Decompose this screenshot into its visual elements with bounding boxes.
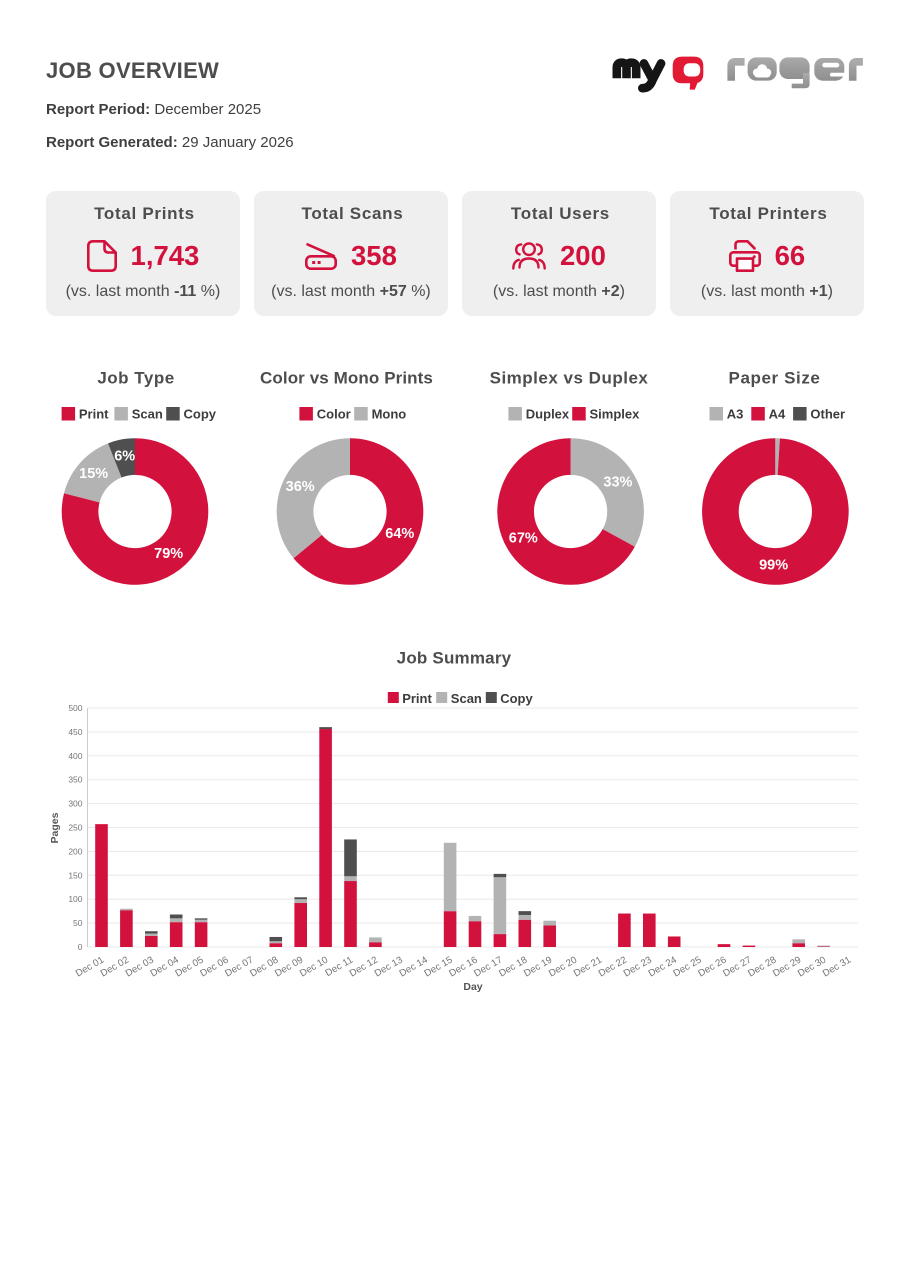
svg-text:0: 0 [78,942,83,952]
svg-text:Job Type: Job Type [97,369,174,388]
svg-text:Job Summary: Job Summary [397,649,512,668]
svg-text:Scan: Scan [132,406,163,421]
svg-text:Scan: Scan [451,691,482,706]
svg-text:Mono: Mono [372,406,407,421]
svg-text:Dec 10: Dec 10 [298,954,331,979]
svg-text:Other: Other [810,406,845,421]
svg-text:99%: 99% [759,558,788,574]
svg-text:15%: 15% [79,466,108,482]
svg-text:150: 150 [68,870,82,880]
svg-text:Print: Print [79,406,109,421]
svg-text:500: 500 [68,703,82,713]
svg-text:67%: 67% [509,531,538,547]
svg-text:33%: 33% [603,475,632,491]
svg-text:Pages: Pages [49,812,61,843]
svg-text:250: 250 [68,823,82,833]
svg-text:79%: 79% [154,546,183,562]
svg-text:Color: Color [317,406,351,421]
svg-text:350: 350 [68,775,82,785]
svg-text:Color vs Mono Prints: Color vs Mono Prints [260,369,433,388]
svg-text:A3: A3 [727,406,744,421]
svg-text:450: 450 [68,727,82,737]
svg-text:A4: A4 [769,406,786,421]
svg-text:300: 300 [68,799,82,809]
svg-text:100: 100 [68,894,82,904]
svg-text:400: 400 [68,751,82,761]
svg-text:Simplex vs Duplex: Simplex vs Duplex [490,369,649,388]
svg-text:Print: Print [402,691,432,706]
svg-text:6%: 6% [114,449,135,465]
svg-text:Duplex: Duplex [526,406,570,421]
svg-text:200: 200 [68,846,82,856]
svg-text:Paper Size: Paper Size [729,369,821,388]
svg-text:Simplex: Simplex [590,406,641,421]
svg-text:36%: 36% [286,479,315,495]
svg-text:64%: 64% [385,526,414,542]
svg-text:Copy: Copy [500,691,533,706]
svg-text:Day: Day [463,981,482,993]
svg-text:50: 50 [73,918,83,928]
svg-text:Dec 31: Dec 31 [821,955,853,980]
svg-text:Copy: Copy [184,406,217,421]
